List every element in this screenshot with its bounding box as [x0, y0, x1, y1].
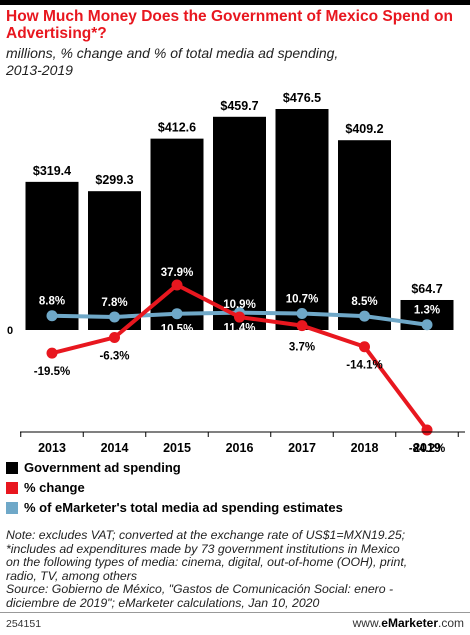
percent-of-total-label: 10.5%: [161, 324, 194, 336]
x-tick-label: 2014: [101, 441, 129, 455]
point-percent-of-total: [296, 307, 308, 319]
brand-suffix: .com: [437, 616, 464, 630]
legend-item-percent-of-total: % of eMarketer's total media ad spending…: [6, 498, 466, 518]
point-percent-of-total: [421, 319, 433, 331]
x-tick-label: 2016: [226, 441, 254, 455]
chart-plot: $319.4 $299.3 $412.6 $459.7 $476.5 $409.2 $64.…: [7, 91, 465, 455]
bar-label: $319.4: [33, 164, 71, 178]
legend-item-percent-change: % change: [6, 478, 466, 498]
point-percent-of-total: [359, 310, 370, 322]
point-percent-change: [171, 279, 183, 291]
subtitle-line: 2013-2019: [6, 62, 73, 78]
point-percent-change: [359, 341, 370, 353]
bar-label: $409.2: [345, 122, 383, 136]
note-line: *includes ad expenditures made by 73 gov…: [6, 541, 400, 556]
legend-item-government-ad-spending: Government ad spending: [6, 458, 466, 478]
percent-change-label: 3.7%: [289, 342, 315, 354]
percent-change-label: -19.5%: [34, 366, 70, 378]
percent-change-label: 10.9%: [223, 299, 256, 311]
point-percent-of-total: [171, 308, 183, 320]
percent-of-total-label: 11.4%: [224, 323, 256, 335]
footer-rule: [0, 612, 470, 613]
point-percent-change: [421, 424, 433, 436]
note-line: on the following types of media: cinema,…: [6, 555, 408, 570]
percent-of-total-label: 10.7%: [286, 293, 319, 305]
percent-of-total-label: 8.8%: [39, 296, 65, 308]
bar-label: $459.7: [220, 99, 258, 113]
legend-swatch: [6, 502, 18, 514]
x-tick-label: 2019: [413, 441, 441, 455]
bar-label: $412.6: [158, 121, 196, 135]
bar: [25, 181, 79, 330]
percent-change-label: -14.1%: [346, 360, 382, 372]
percent-of-total-label: 8.5%: [351, 296, 377, 308]
legend-label: Government ad spending: [24, 460, 181, 475]
bar: [338, 140, 391, 330]
bar-label: $64.7: [411, 282, 442, 296]
bar-label: $299.3: [95, 173, 133, 187]
x-tick-label: 2013: [38, 441, 66, 455]
point-percent-change: [109, 331, 120, 343]
top-bar: [0, 0, 470, 5]
chart-title: How Much Money Does the Government of Me…: [6, 8, 453, 42]
bar: [275, 109, 329, 330]
percent-of-total-label: 7.8%: [101, 297, 127, 309]
x-tick-label: 2015: [163, 441, 191, 455]
x-tick-label: 2017: [288, 441, 316, 455]
point-percent-of-total: [109, 311, 120, 323]
percent-change-label: 37.9%: [161, 267, 194, 279]
note-line: Source: Gobierno de México, "Gastos de C…: [6, 582, 394, 597]
subtitle-line: millions, % change and % of total media …: [6, 45, 339, 61]
percent-change-label: -84.2%: [409, 443, 445, 455]
bar: [88, 191, 141, 330]
percent-of-total-label: 1.3%: [414, 305, 440, 317]
x-tick-label: 2018: [351, 441, 379, 455]
note-line: Note: excludes VAT; converted at the exc…: [6, 528, 406, 542]
chart-id: 254151: [6, 618, 42, 630]
point-percent-of-total: [46, 310, 58, 322]
brand-link[interactable]: www.eMarketer.com: [353, 616, 464, 630]
legend-label: % of eMarketer's total media ad spending…: [24, 500, 343, 515]
point-percent-change: [46, 347, 58, 359]
note-line: diciembre de 2019"; eMarketer calculatio…: [6, 595, 320, 610]
legend-swatch: [6, 462, 18, 474]
point-percent-change: [296, 320, 308, 332]
bar: [213, 116, 266, 331]
zero-tick-label: 0: [7, 325, 13, 337]
brand-prefix: www.: [352, 616, 382, 630]
note-line: radio, TV, among others: [6, 568, 138, 583]
notes: Note: excludes VAT; converted at the exc…: [6, 528, 468, 611]
point-percent-change: [234, 311, 245, 323]
chart-subtitle: millions, % change and % of total media …: [6, 45, 466, 79]
bar-label: $476.5: [283, 91, 321, 105]
legend: Government ad spending % change % of eMa…: [6, 458, 466, 518]
legend-label: % change: [24, 480, 85, 495]
brand-name: eMarketer: [381, 616, 438, 630]
percent-change-label: -6.3%: [99, 350, 129, 362]
legend-swatch: [6, 482, 18, 494]
